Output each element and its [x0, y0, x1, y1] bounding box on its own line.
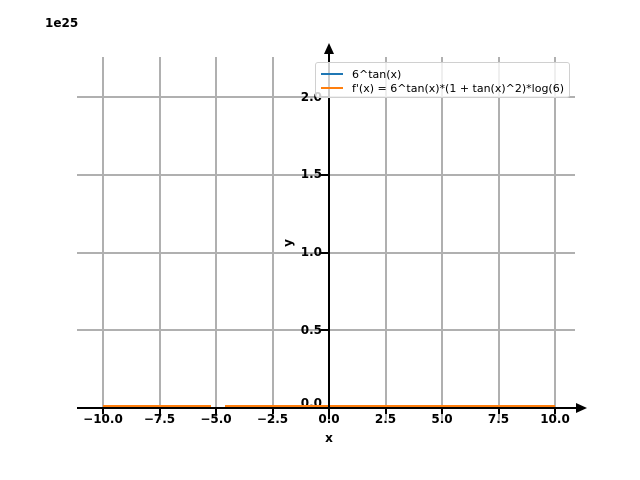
- vertical-gridline: [497, 57, 500, 420]
- vertical-gridline: [215, 57, 217, 420]
- x-tick-label: 10.0: [540, 412, 570, 426]
- y-tick-mark: [321, 173, 329, 176]
- x-tick-label: −2.5: [256, 412, 289, 426]
- plot-line-orange: [103, 405, 212, 408]
- x-tick-label: −10.0: [83, 412, 123, 426]
- y-tick-label: 1.0: [300, 245, 322, 259]
- x-tick-mark: [102, 407, 104, 414]
- x-tick-mark: [497, 407, 500, 414]
- x-tick-label: 5.0: [431, 412, 453, 426]
- y-tick-label: 1.5: [300, 167, 322, 182]
- x-axis-label: x: [325, 431, 333, 445]
- y-tick-mark: [321, 407, 329, 409]
- x-tick-label: 7.5: [487, 412, 510, 426]
- y-tick-mark: [321, 251, 329, 254]
- x-axis-arrow-icon: [576, 403, 587, 413]
- y-axis-arrow-icon: [324, 43, 334, 54]
- vertical-gridline: [271, 57, 274, 420]
- y-tick-label: 0.5: [300, 322, 322, 337]
- x-tick-mark: [554, 407, 556, 414]
- y-tick-mark: [321, 329, 329, 332]
- x-tick-mark: [215, 407, 217, 414]
- legend-label: f'(x) = 6^tan(x)*(1 + tan(x)^2)*log(6): [352, 81, 565, 95]
- vertical-gridline: [102, 57, 104, 420]
- x-tick-mark: [271, 407, 274, 414]
- y-axis-offset-text: 1e25: [45, 16, 79, 30]
- x-tick-mark: [328, 407, 330, 414]
- y-axis-label: y: [281, 239, 295, 247]
- legend: 6^tan(x) f'(x) = 6^tan(x)*(1 + tan(x)^2)…: [315, 62, 570, 98]
- vertical-gridline: [158, 57, 161, 420]
- x-tick-label: 2.5: [374, 412, 397, 426]
- y-tick-label: 2.0: [300, 89, 322, 104]
- vertical-gridline: [384, 57, 387, 420]
- y-axis-spine: [328, 52, 330, 419]
- x-tick-label: 0.0: [318, 412, 340, 426]
- legend-line-sample-orange: [321, 87, 343, 89]
- x-tick-mark: [441, 407, 443, 414]
- x-tick-label: −5.0: [200, 412, 232, 426]
- x-tick-mark: [158, 407, 161, 414]
- vertical-gridline: [554, 57, 556, 420]
- x-tick-label: −7.5: [143, 412, 176, 426]
- legend-entry: f'(x) = 6^tan(x)*(1 + tan(x)^2)*log(6): [321, 81, 569, 95]
- legend-label: 6^tan(x): [352, 67, 402, 81]
- x-tick-mark: [384, 407, 387, 414]
- vertical-gridline: [441, 57, 443, 420]
- plot-line-orange: [225, 405, 555, 408]
- legend-entry: 6^tan(x): [321, 67, 569, 81]
- legend-line-sample-blue: [321, 73, 343, 75]
